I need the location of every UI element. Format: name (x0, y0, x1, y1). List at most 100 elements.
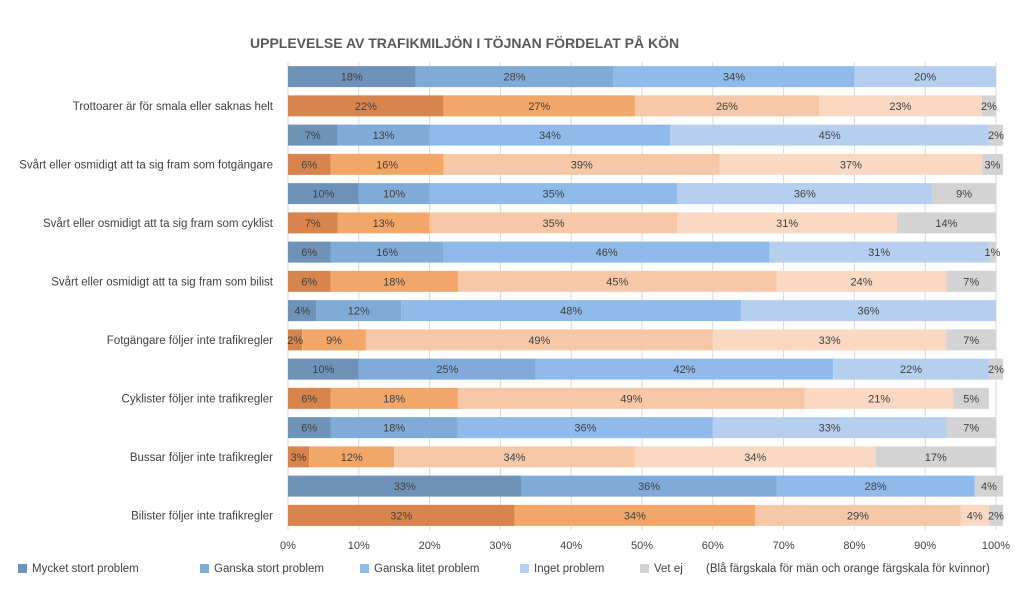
data-label: 33% (394, 481, 416, 493)
bar-segment (988, 124, 1004, 146)
x-tick-label: 70% (773, 540, 795, 552)
bar-segment (514, 504, 756, 526)
chart-title: UPPLEVELSE AV TRAFIKMILJÖN I TÖJNAN FÖRD… (250, 35, 679, 51)
bar-segment (946, 329, 996, 351)
data-label: 39% (571, 159, 593, 171)
bar-segment (613, 66, 855, 88)
data-label: 16% (376, 159, 398, 171)
bar-segment (358, 358, 536, 380)
data-label: 34% (539, 130, 561, 142)
bar-segment (634, 95, 819, 117)
bar-segment (988, 358, 1004, 380)
data-label: 18% (383, 276, 405, 288)
data-label: 48% (560, 306, 582, 318)
bar-segment (288, 300, 317, 322)
data-label: 45% (819, 130, 841, 142)
category-label: Svårt eller osmidigt att ta sig fram som… (43, 218, 274, 230)
data-label: 5% (963, 393, 979, 405)
data-label: 21% (868, 393, 890, 405)
data-label: 14% (935, 218, 957, 230)
data-label: 29% (847, 510, 869, 522)
data-label: 10% (383, 189, 405, 201)
data-label: 18% (341, 72, 363, 84)
data-label: 9% (326, 335, 342, 347)
data-label: 31% (776, 218, 798, 230)
data-label: 22% (355, 101, 377, 113)
data-label: 42% (673, 364, 695, 376)
x-tick-label: 50% (631, 540, 653, 552)
bar-segment (337, 124, 430, 146)
data-label: 33% (819, 335, 841, 347)
legend-swatch (18, 564, 27, 573)
data-label: 4% (294, 306, 310, 318)
bar-segment (288, 475, 522, 497)
x-tick-label: 10% (348, 540, 370, 552)
bar-segment (457, 387, 805, 409)
bar-segment (429, 212, 678, 234)
bar-segment (981, 153, 1004, 175)
category-label: Fotgängare följer inte trafikregler (107, 335, 273, 347)
bar-segment (741, 300, 996, 322)
data-label: 45% (606, 276, 628, 288)
data-label: 25% (436, 364, 458, 376)
bar-segment (365, 329, 713, 351)
legend-swatch (640, 564, 649, 573)
bar-segment (535, 358, 834, 380)
bar-segment (932, 183, 996, 205)
data-label: 7% (963, 423, 979, 435)
bar-segment (776, 475, 975, 497)
data-label: 34% (504, 452, 526, 464)
bar-segment (288, 241, 331, 263)
bar-segment (634, 446, 876, 468)
bar-segment (394, 446, 635, 468)
bar-segment (288, 95, 444, 117)
bar-segment (755, 504, 961, 526)
data-label: 6% (301, 159, 317, 171)
bar-segment (988, 504, 1004, 526)
bar-segment (288, 329, 303, 351)
x-tick-label: 40% (560, 540, 582, 552)
data-label: 7% (963, 335, 979, 347)
category-label: Bilister följer inte trafikregler (131, 510, 273, 522)
x-tick-label: 0% (280, 540, 296, 552)
bar-segment (429, 124, 671, 146)
bar-segment (960, 504, 989, 526)
data-label: 9% (956, 189, 972, 201)
bar-segment (833, 358, 989, 380)
x-tick-label: 100% (982, 540, 1010, 552)
data-labels: 18% 28% 34% 20% 22% 27% 26% 23% 2% 7% 13% 34% 45% 2% 6… (287, 72, 1004, 523)
bar-segment (316, 300, 402, 322)
bar-segment (358, 183, 430, 205)
data-label: 23% (889, 101, 911, 113)
bar-segment (330, 417, 458, 439)
category-label: Trottoarer är för smala eller saknas hel… (73, 101, 274, 113)
category-label: Svårt eller osmidigt att ta sig fram som… (19, 159, 273, 171)
data-label: 24% (850, 276, 872, 288)
data-label: 22% (900, 364, 922, 376)
data-label: 2% (988, 364, 1004, 376)
data-label: 7% (305, 218, 321, 230)
bar-segment (288, 183, 359, 205)
bar-segment (330, 387, 458, 409)
bar-segment (288, 387, 331, 409)
bar-segment (443, 153, 720, 175)
bar-segment (457, 417, 713, 439)
x-axis: 0% 10% 20% 30% 40% 50% 60% 70% 80% 90% 100% (280, 540, 1010, 552)
bar-segment (521, 475, 777, 497)
data-label: 3% (291, 452, 307, 464)
data-label: 18% (383, 423, 405, 435)
bar-segment (429, 183, 678, 205)
bar-segment (288, 270, 331, 292)
bar-segment (988, 241, 996, 263)
legend-label: Ganska litet problem (374, 563, 479, 575)
category-label: Svårt eller osmidigt att ta sig fram som… (51, 276, 274, 288)
data-label: 36% (638, 481, 660, 493)
data-label: 49% (528, 335, 550, 347)
category-labels: Trottoarer är för smala eller saknas hel… (19, 101, 274, 523)
data-label: 28% (504, 72, 526, 84)
data-label: 34% (624, 510, 646, 522)
bar-segment (302, 329, 366, 351)
data-label: 28% (865, 481, 887, 493)
